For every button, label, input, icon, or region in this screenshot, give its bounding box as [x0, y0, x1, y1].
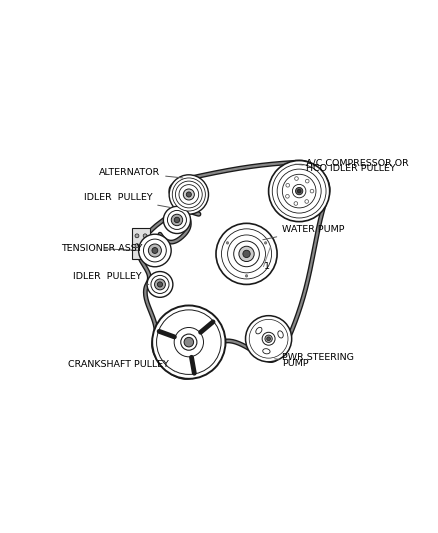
Text: HCO IDLER PULLEY: HCO IDLER PULLEY: [306, 164, 396, 173]
Circle shape: [272, 164, 326, 218]
Circle shape: [171, 214, 183, 225]
Ellipse shape: [278, 331, 283, 338]
Circle shape: [163, 206, 191, 233]
Circle shape: [234, 241, 259, 266]
Circle shape: [265, 335, 272, 342]
Circle shape: [283, 174, 316, 208]
Circle shape: [152, 247, 158, 253]
Circle shape: [297, 189, 301, 193]
Circle shape: [293, 184, 306, 198]
Text: PUMP: PUMP: [282, 359, 309, 368]
Circle shape: [294, 201, 298, 205]
Circle shape: [167, 211, 187, 229]
Circle shape: [268, 160, 330, 222]
Polygon shape: [132, 228, 150, 259]
Circle shape: [143, 234, 147, 238]
Ellipse shape: [263, 349, 270, 354]
Circle shape: [157, 282, 162, 287]
Circle shape: [181, 334, 197, 350]
Circle shape: [277, 169, 321, 213]
Circle shape: [305, 200, 308, 203]
Circle shape: [286, 195, 289, 198]
Text: IDLER  PULLEY: IDLER PULLEY: [74, 272, 149, 285]
Circle shape: [216, 223, 277, 285]
Circle shape: [286, 183, 290, 187]
Circle shape: [143, 244, 147, 247]
Text: TENSIONER ASSY: TENSIONER ASSY: [61, 244, 143, 253]
Circle shape: [148, 244, 162, 257]
Circle shape: [135, 234, 139, 238]
Circle shape: [262, 332, 275, 345]
Circle shape: [226, 241, 229, 244]
Circle shape: [265, 241, 267, 244]
Text: ALTERNATOR: ALTERNATOR: [99, 168, 183, 178]
Circle shape: [156, 310, 221, 374]
Circle shape: [135, 244, 139, 247]
Circle shape: [295, 177, 298, 180]
Circle shape: [186, 192, 191, 197]
Circle shape: [152, 305, 226, 379]
Circle shape: [243, 250, 250, 257]
Text: A/C COMPRESSOR OR: A/C COMPRESSOR OR: [306, 159, 409, 168]
Circle shape: [184, 337, 194, 347]
Circle shape: [179, 184, 199, 204]
Circle shape: [239, 246, 254, 262]
Circle shape: [176, 181, 202, 208]
Circle shape: [151, 276, 169, 294]
Circle shape: [245, 274, 248, 277]
Circle shape: [172, 178, 205, 211]
Circle shape: [174, 327, 204, 357]
Circle shape: [155, 279, 166, 290]
Circle shape: [222, 229, 272, 279]
Circle shape: [296, 188, 303, 195]
Circle shape: [267, 337, 270, 341]
Circle shape: [310, 189, 314, 193]
Text: WATER PUMP: WATER PUMP: [263, 224, 345, 240]
Circle shape: [169, 175, 208, 214]
Circle shape: [184, 189, 194, 200]
Text: 1: 1: [264, 262, 270, 271]
Circle shape: [174, 217, 180, 223]
Circle shape: [249, 319, 288, 358]
Circle shape: [246, 316, 292, 362]
Circle shape: [147, 271, 173, 297]
Ellipse shape: [256, 327, 262, 334]
Text: CRANKSHAFT PULLEY: CRANKSHAFT PULLEY: [68, 360, 176, 372]
Text: IDLER  PULLEY: IDLER PULLEY: [84, 193, 171, 207]
Circle shape: [138, 234, 171, 267]
Circle shape: [144, 239, 166, 262]
Circle shape: [305, 179, 309, 183]
Text: PWR STEERING: PWR STEERING: [282, 353, 354, 362]
Circle shape: [228, 235, 265, 273]
